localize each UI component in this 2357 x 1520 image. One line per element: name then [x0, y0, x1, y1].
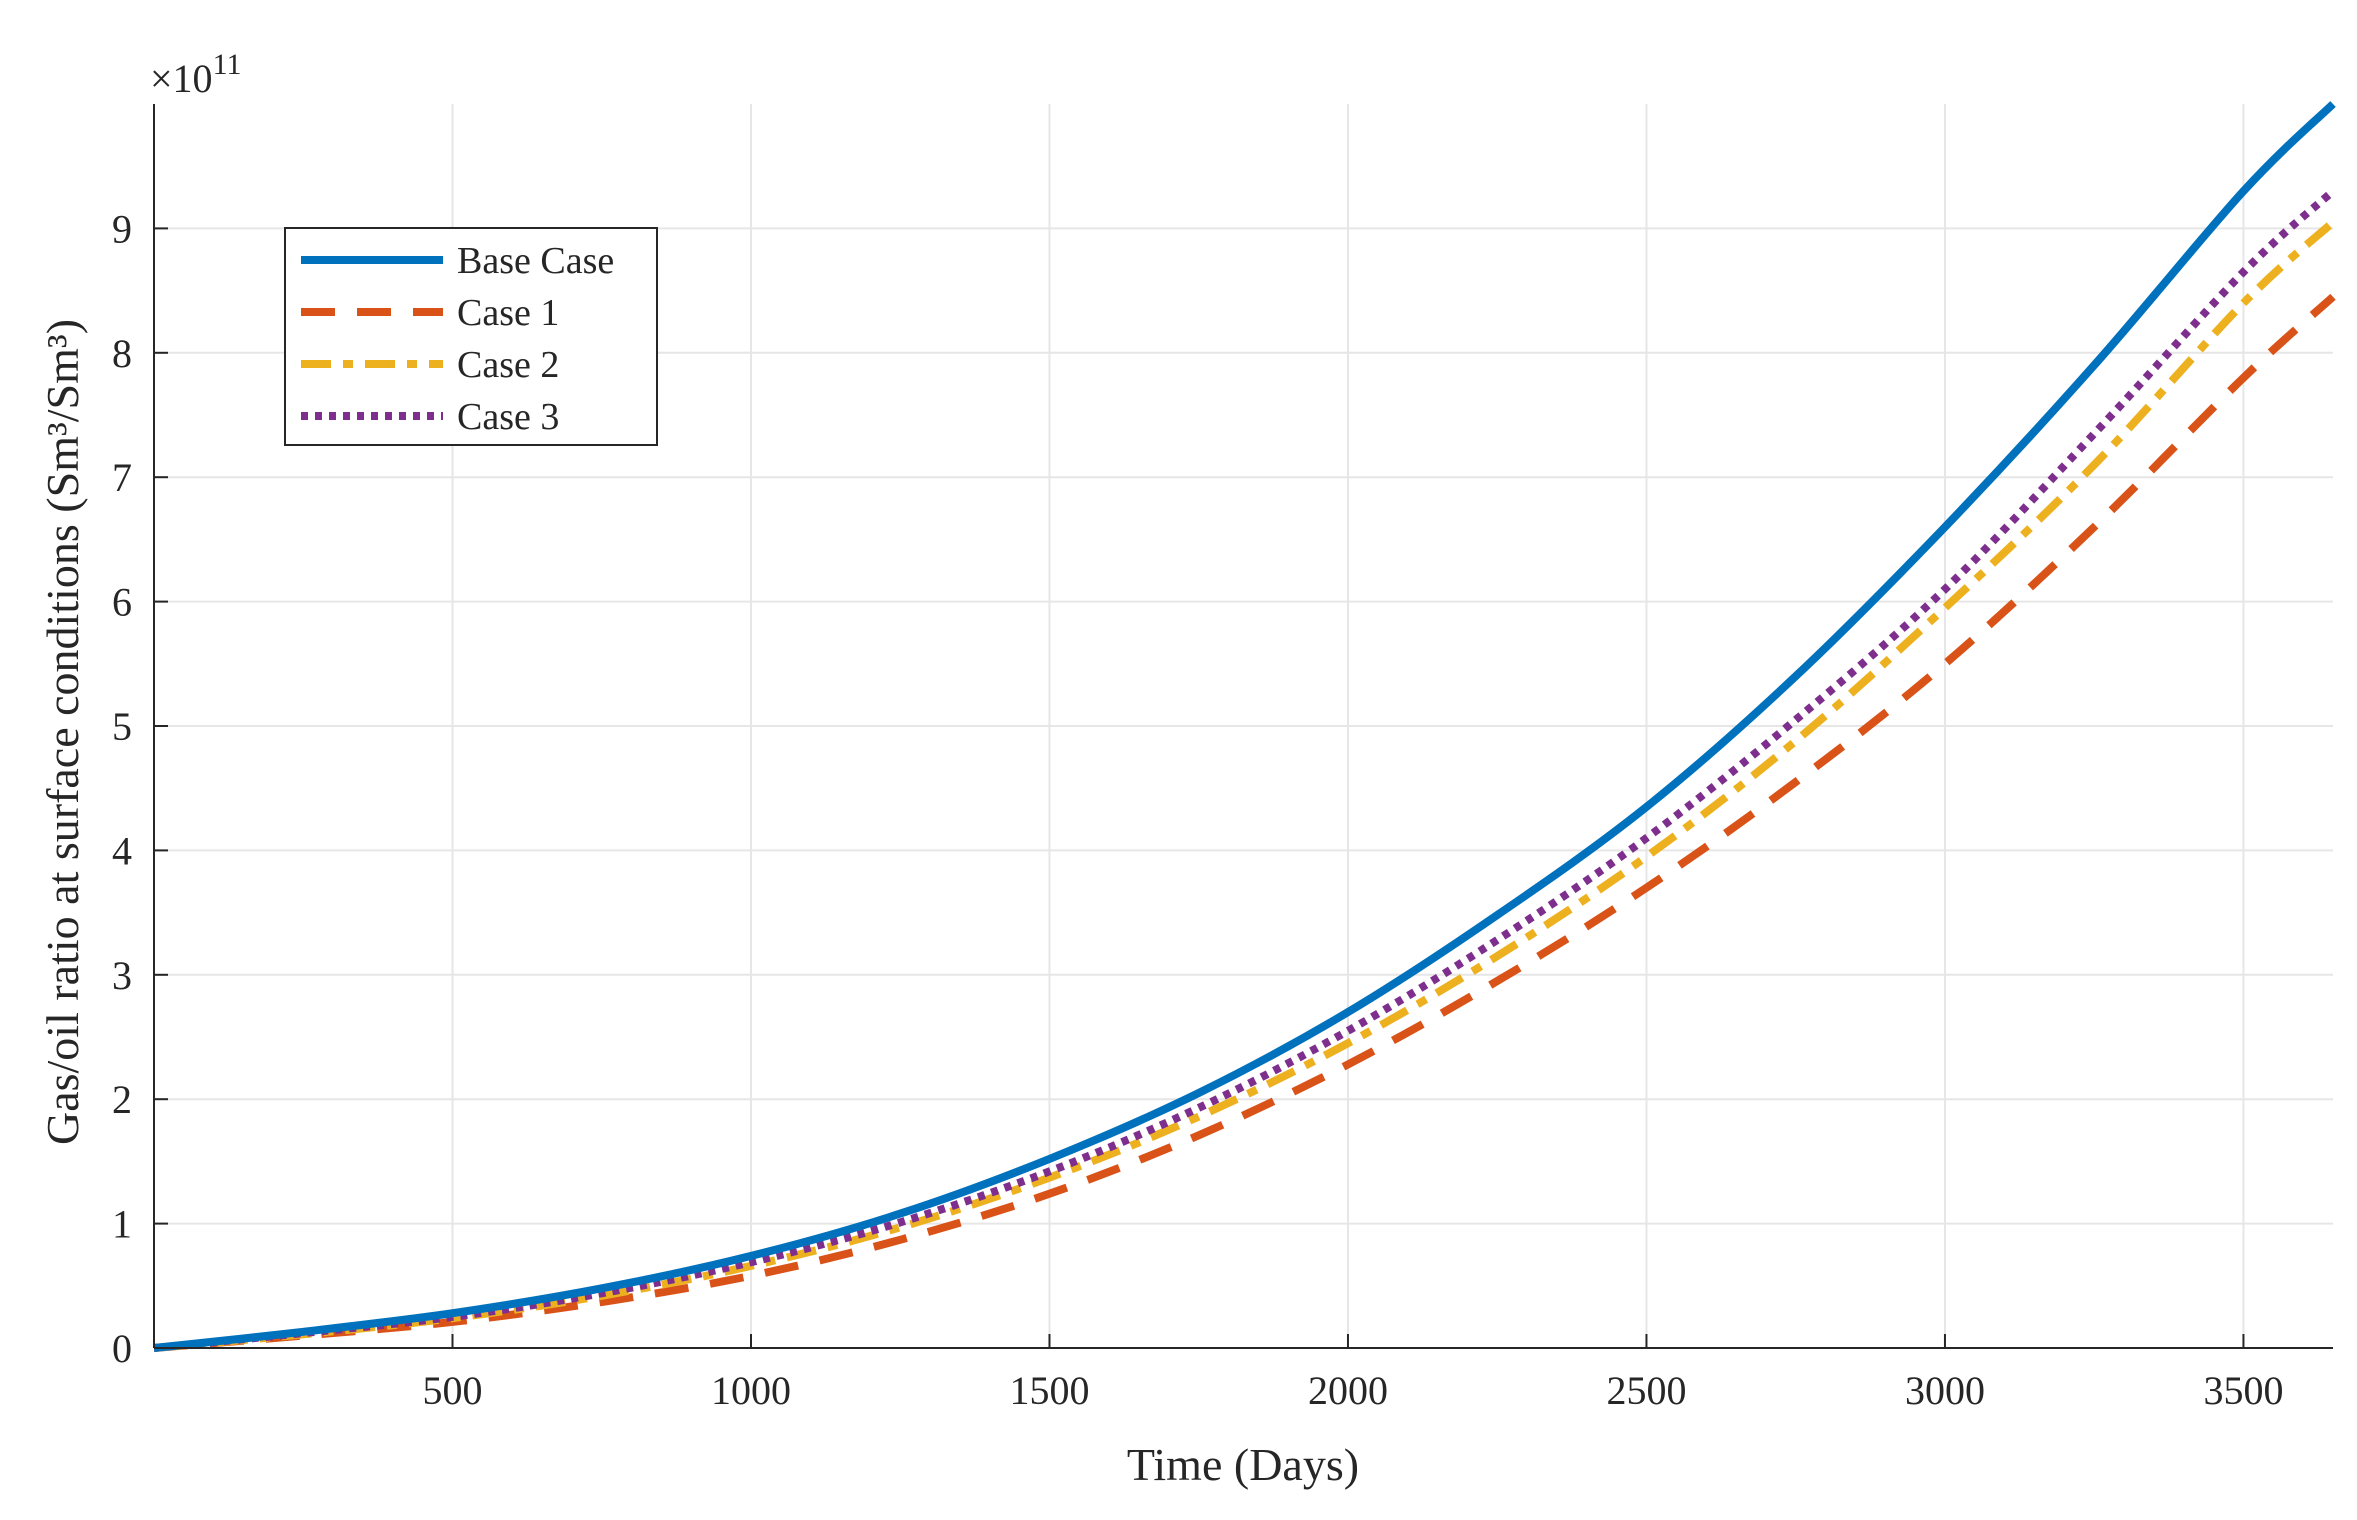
- series-line-case-1: [153, 293, 2336, 1352]
- legend-box: [284, 227, 658, 446]
- series-line-case-3: [153, 188, 2336, 1352]
- x-tick-label: 500: [422, 1368, 482, 1413]
- y-tick-label: 2: [112, 1077, 132, 1122]
- x-axis-title: Time (Days): [1127, 1439, 1359, 1490]
- grid: [154, 104, 2333, 1348]
- x-tick-label: 3500: [2203, 1368, 2283, 1413]
- legend-label: Base Case: [457, 240, 614, 282]
- y-tick-label: 4: [112, 828, 132, 873]
- x-tick-label: 1500: [1009, 1368, 1089, 1413]
- y-tick-label: 8: [112, 331, 132, 376]
- x-tick-label: 3000: [1905, 1368, 1985, 1413]
- series-line-base-case: [153, 101, 2336, 1352]
- y-axis-title: Gas/oil ratio at surface conditions (Sm³…: [37, 319, 88, 1145]
- y-tick-label: 3: [112, 953, 132, 998]
- legend-label: Case 2: [457, 344, 559, 386]
- legend-label: Case 3: [457, 396, 559, 438]
- y-tick-label: 0: [112, 1326, 132, 1371]
- legend: Base Case Case 1 Case 2 Case 3: [284, 227, 658, 446]
- y-tick-label: 7: [112, 455, 132, 500]
- y-tick-label: 5: [112, 704, 132, 749]
- x-tick-label: 1000: [711, 1368, 791, 1413]
- series-line-case-2: [153, 219, 2336, 1352]
- ticks: 500 1000 1500 2000 2500 3000 3500 0 1 2 3 4 5 6 7 8 9: [112, 206, 2283, 1413]
- y-multiplier-label: ×1011: [150, 48, 241, 101]
- y-tick-label: 9: [112, 206, 132, 251]
- legend-label: Case 1: [457, 292, 559, 334]
- series-lines: [153, 101, 2336, 1352]
- x-tick-label: 2500: [1606, 1368, 1686, 1413]
- y-tick-label: 6: [112, 580, 132, 625]
- y-tick-label: 1: [112, 1202, 132, 1247]
- x-tick-label: 2000: [1308, 1368, 1388, 1413]
